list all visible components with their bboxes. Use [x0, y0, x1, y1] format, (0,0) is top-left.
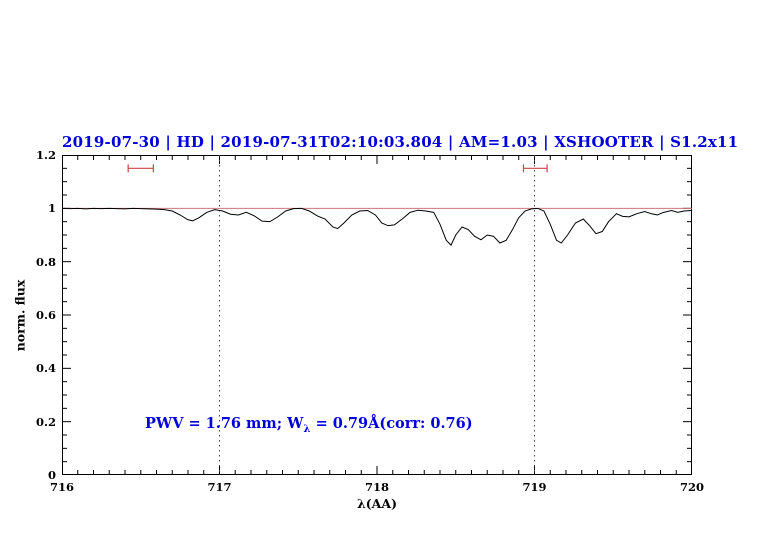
plot-frame [62, 155, 692, 475]
y-tick-label: 0 [47, 468, 56, 482]
x-tick-label: 719 [522, 480, 547, 494]
y-tick-label: 1.2 [35, 148, 56, 162]
spectrum-plot [62, 155, 692, 475]
pwv-annotation: PWV = 1.76 mm; Wλ = 0.79Å(corr: 0.76) [145, 415, 473, 435]
x-tick-label: 720 [679, 480, 705, 494]
pwv-annotation-prefix: PWV = 1.76 mm; W [145, 415, 304, 432]
x-tick-label: 718 [364, 480, 390, 494]
y-tick-label: 0.4 [35, 361, 56, 376]
y-tick-label: 0.6 [35, 308, 56, 322]
y-tick-label: 0.8 [35, 254, 56, 269]
pwv-annotation-suffix: = 0.79Å(corr: 0.76) [310, 415, 473, 432]
pwv-annotation-subscript: λ [303, 422, 311, 435]
x-axis-label: λ(AA) [357, 496, 397, 511]
x-tick-label: 717 [207, 480, 232, 494]
plot-title: 2019-07-30 | HD | 2019-07-31T02:10:03.80… [62, 133, 739, 151]
y-tick-label: 0.2 [35, 414, 56, 429]
y-tick-label: 1 [47, 201, 56, 216]
x-tick-label: 716 [49, 480, 75, 494]
telluric-spectrum [62, 207, 692, 246]
